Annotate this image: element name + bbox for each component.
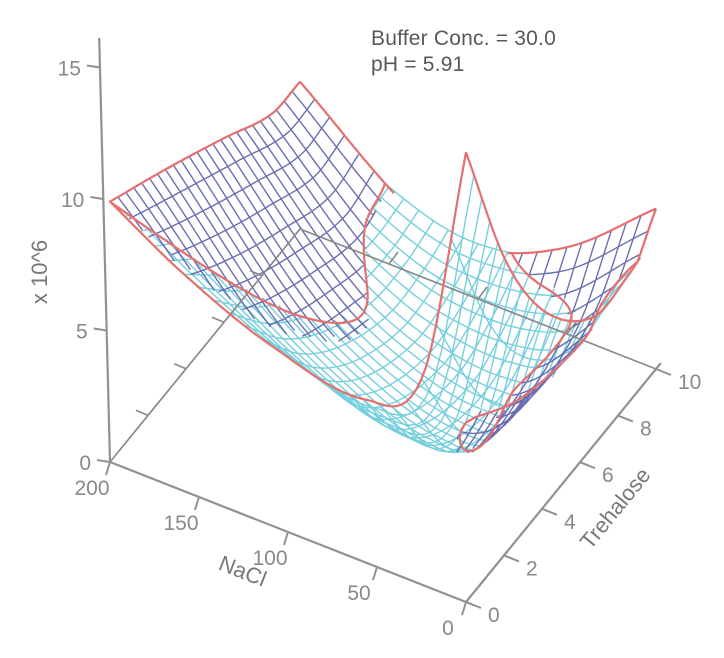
rear-right-tick (566, 321, 577, 335)
cyan-surface-rim (109, 151, 642, 408)
nacl-100-tick (283, 531, 289, 546)
z-5-tick-label: 5 (76, 321, 88, 344)
z-0-tick-label: 0 (79, 452, 91, 475)
trehalose-axis-line (465, 362, 662, 603)
z-10-tick (90, 196, 104, 200)
z-axis-title: x 10^6 (27, 240, 52, 304)
trehalose-axis-title: Trehalose (575, 463, 656, 554)
annotation-line-buffer-conc: Buffer Conc. = 30.0 (371, 27, 556, 50)
trehalose-0-tick (465, 601, 482, 609)
z-axis-line (98, 37, 112, 463)
trehalose-4-tick-label: 4 (564, 511, 576, 534)
nacl-200-tick-label: 200 (74, 477, 109, 500)
trehalose-0-tick-label: 0 (488, 604, 500, 627)
rear-box-edges (109, 227, 657, 463)
nacl-0-tick (461, 601, 467, 616)
z-5-tick (93, 327, 107, 332)
nacl-150-tick (194, 496, 200, 511)
trehalose-8-tick-label: 8 (640, 418, 652, 441)
annotation: Buffer Conc. = 30.0 pH = 5.91 (371, 26, 556, 78)
nacl-axis-line (109, 460, 472, 606)
trehalose-2-tick-label: 2 (526, 557, 538, 580)
z-15-tick-label: 15 (58, 58, 81, 81)
nacl-200-tick (105, 461, 111, 476)
nacl-150-tick-label: 150 (163, 512, 198, 535)
rear-left-tick (249, 269, 263, 277)
trehalose-6-tick (579, 461, 596, 470)
cyan-surface-mesh (109, 152, 640, 454)
trehalose-10-tick (655, 368, 672, 376)
nacl-50-tick (372, 566, 378, 581)
trehalose-8-tick (617, 414, 634, 423)
nacl-50-tick-label: 50 (347, 582, 370, 605)
rear-right-tick (477, 286, 488, 300)
trehalose-4-tick (541, 507, 558, 516)
rear-right-tick (388, 251, 399, 265)
annotation-line-ph: pH = 5.91 (371, 53, 465, 76)
rear-left-tick (211, 316, 225, 323)
cyan-mesh-lines (109, 152, 640, 454)
trehalose-2-tick (503, 554, 520, 563)
rear-left-tick (173, 363, 187, 370)
nacl-0-tick-label: 0 (442, 617, 454, 640)
z-15-tick (86, 64, 101, 69)
trehalose-10-tick-label: 10 (678, 371, 701, 394)
trehalose-6-tick-label: 6 (602, 464, 614, 487)
blue-surface-rim (109, 80, 658, 262)
rear-floor-edges (109, 227, 657, 463)
rear-left-tick (135, 409, 149, 417)
z-0-tick (96, 459, 111, 463)
surface-edge-curves (108, 80, 658, 453)
z-10-tick-label: 10 (61, 189, 84, 212)
nacl-100-tick-label: 100 (252, 547, 287, 570)
axes (86, 37, 672, 616)
